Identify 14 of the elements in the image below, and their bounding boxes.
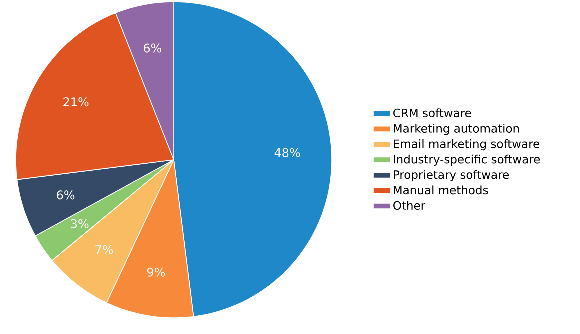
legend-label: Industry-specific software	[394, 154, 540, 166]
legend-label: Marketing automation	[394, 124, 520, 136]
data-label: 6%	[57, 190, 75, 200]
legend-label: Proprietary software	[394, 170, 509, 182]
legend-label: CRM software	[394, 108, 472, 118]
data-label: 21%	[64, 98, 89, 107]
legend-label: Email marketing software	[394, 139, 540, 151]
data-label: 7%	[96, 245, 114, 254]
data-label: 9%	[147, 268, 166, 277]
data-label: 3%	[71, 219, 89, 228]
data-label: 48%	[274, 148, 300, 158]
legend-label: Other	[394, 201, 426, 210]
legend-label: Manual methods	[394, 186, 488, 195]
data-label: 6%	[144, 44, 162, 53]
